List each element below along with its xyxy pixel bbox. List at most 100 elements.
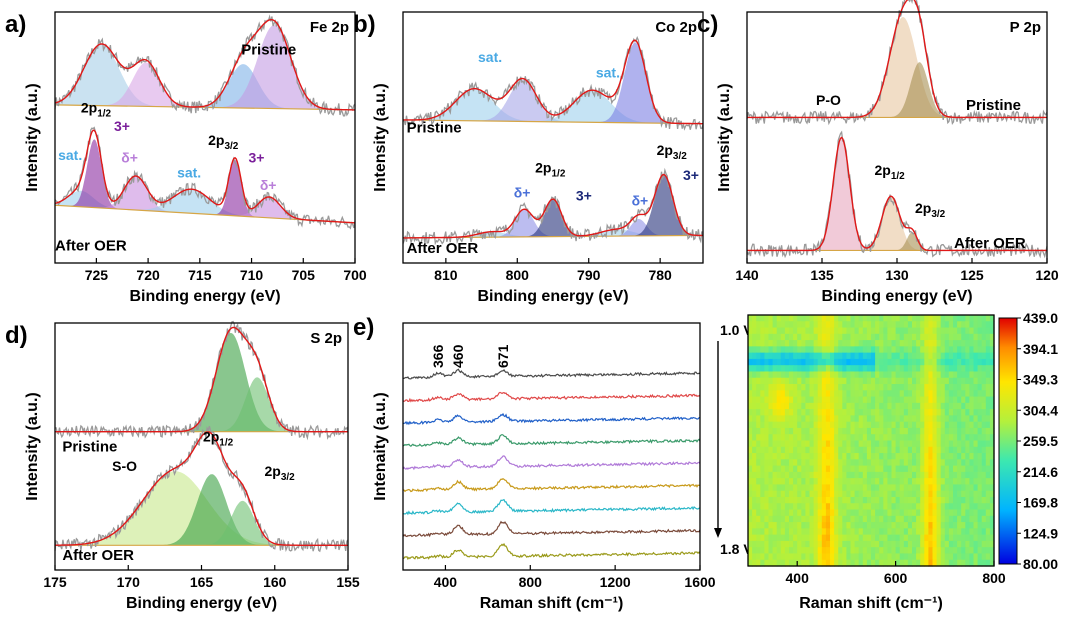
heatmap-cell [957,340,962,347]
heatmap-cell [805,515,811,523]
heatmap-cell [891,377,897,385]
heatmap-cell [895,478,901,486]
heatmap-cell [854,340,860,347]
heatmap-cell [948,402,954,410]
heatmap-cell [752,440,757,448]
heatmap-cell [793,540,798,548]
heatmap-cell [768,465,774,473]
heatmap-cell [834,484,839,492]
heatmap-cell [797,515,802,523]
plot-frame [747,314,995,567]
heatmap-cell [981,484,987,492]
heatmap-cell [932,522,938,529]
heatmap-cell [944,540,950,548]
peak-annotation: sat. [177,165,201,181]
heatmap-cell [903,421,909,429]
heatmap-cell [871,402,876,410]
heatmap-cell [764,333,770,341]
heatmap-cell [879,440,884,448]
heatmap-cell [961,396,966,404]
raman-peak-label: 671 [495,344,511,368]
heatmap-cell [760,478,765,486]
heatmap-cell [748,490,753,498]
heatmap-cell [871,496,876,504]
heatmap-cell [760,390,765,398]
heatmap-cell [854,547,860,555]
series-1: Pristine [54,320,349,455]
heatmap-cell [891,446,897,454]
heatmap-cell [830,390,835,398]
heatmap-cell [797,358,802,366]
heatmap-cell [768,471,774,479]
x-tick-label: 720 [136,267,160,283]
raman-spectrum [402,498,701,516]
heatmap-cell [866,553,872,561]
heatmap-cell [875,547,880,555]
heatmap-cell [940,377,946,385]
heatmap-cell [760,384,765,391]
heatmap-cell [957,496,962,504]
heatmap-cell [969,321,975,329]
heatmap-cell [756,390,761,398]
heatmap-cell [953,503,958,511]
heatmap-cell [764,534,770,542]
y-axis-label: Intensity (a.u.) [24,83,41,191]
heatmap-cell [969,465,975,473]
heatmap-cell [830,321,835,329]
heatmap-cell [961,534,966,542]
heatmap-cell [871,415,876,423]
heatmap-cell [817,446,823,454]
heatmap-cell [825,365,831,373]
heatmap-cell [871,352,876,360]
heatmap-cell [866,471,872,479]
heatmap-cell [784,496,790,504]
heatmap-cell [989,371,995,379]
heatmap-cell [924,522,929,529]
heatmap-cell [830,427,835,435]
heatmap-cell [899,496,905,504]
heatmap-cell [748,434,753,442]
component-peak [55,62,355,110]
heatmap-cell [817,402,823,410]
heatmap-cell [756,434,761,442]
heatmap-cell [871,434,876,442]
heatmap-cell [866,321,872,329]
heatmap-cell [854,327,860,335]
heatmap-cell [760,490,765,498]
heatmap-cell [780,333,786,341]
heatmap-cell [940,471,946,479]
heatmap-cell [903,321,909,329]
heatmap-cell [809,522,815,529]
heatmap-cell [928,321,934,329]
heatmap-cell [793,434,798,442]
heatmap-cell [875,427,880,435]
heatmap-cell [842,496,847,504]
heatmap-cell [768,440,774,448]
heatmap-cell [752,509,757,517]
heatmap-cell [940,528,946,536]
heatmap-cell [821,346,827,354]
heatmap-cell [916,346,921,354]
heatmap-cell [944,327,950,335]
heatmap-cell [883,471,888,479]
heatmap-cell [912,315,917,322]
heatmap-cell [940,522,946,529]
heatmap-cell [866,496,872,504]
heatmap-cell [883,515,888,523]
heatmap-cell [805,496,811,504]
potential-arrow-head [714,528,722,538]
heatmap-cell [797,540,802,548]
heatmap-cell [928,409,934,417]
heatmap-cell [748,528,753,536]
heatmap-cell [789,321,794,329]
heatmap-cell [912,427,917,435]
heatmap-cell [875,528,880,536]
heatmap-cell [858,446,864,454]
heatmap-cell [940,440,946,448]
heatmap-cell [989,340,995,347]
heatmap-cell [801,434,806,442]
heatmap-cell [821,440,827,448]
heatmap-cell [932,559,938,567]
heatmap-cell [805,396,811,404]
heatmap-cell [989,453,995,460]
